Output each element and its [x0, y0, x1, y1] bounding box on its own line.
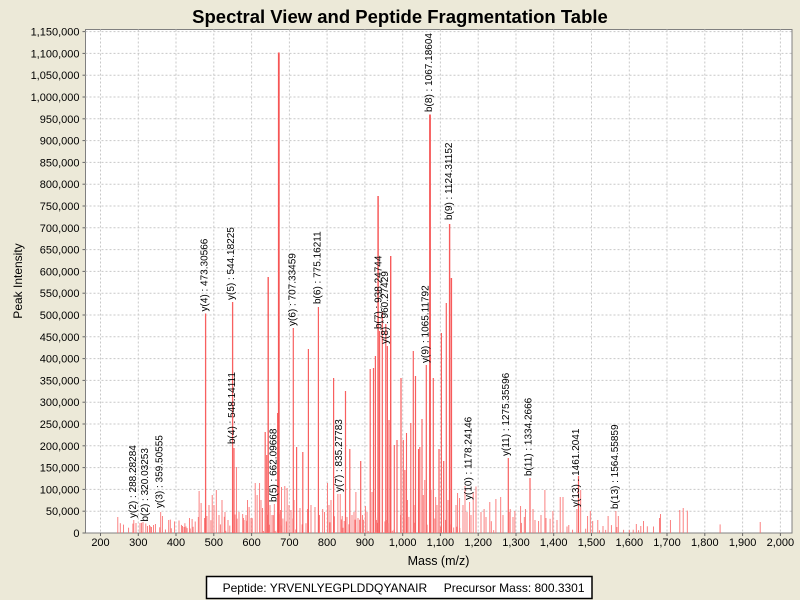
- svg-text:y(8) : 960.27429: y(8) : 960.27429: [380, 271, 391, 344]
- svg-text:y(13) : 1461.2041: y(13) : 1461.2041: [571, 428, 582, 507]
- svg-text:900: 900: [356, 537, 374, 549]
- svg-text:1,800: 1,800: [691, 537, 719, 549]
- svg-text:b(9) : 1124.31152: b(9) : 1124.31152: [444, 142, 455, 220]
- svg-text:b(2) : 320.03253: b(2) : 320.03253: [140, 448, 151, 522]
- svg-text:b(11) : 1334.2666: b(11) : 1334.2666: [524, 397, 535, 476]
- svg-text:200: 200: [91, 537, 109, 549]
- svg-text:y(3) : 359.50555: y(3) : 359.50555: [155, 435, 166, 508]
- svg-text:1,600: 1,600: [616, 537, 644, 549]
- svg-text:400: 400: [167, 537, 185, 549]
- svg-text:1,700: 1,700: [653, 537, 681, 549]
- svg-text:650,000: 650,000: [40, 245, 80, 257]
- svg-text:b(8) : 1067.18604: b(8) : 1067.18604: [424, 33, 435, 112]
- svg-text:y(11) : 1275.35596: y(11) : 1275.35596: [501, 372, 512, 456]
- svg-text:50,000: 50,000: [46, 506, 80, 518]
- svg-text:550,000: 550,000: [40, 288, 80, 300]
- svg-text:1,200: 1,200: [464, 537, 492, 549]
- svg-text:800: 800: [318, 537, 336, 549]
- svg-text:Peak Intensity: Peak Intensity: [11, 243, 25, 318]
- svg-text:250,000: 250,000: [40, 419, 80, 431]
- svg-text:b(7) : 938.24744: b(7) : 938.24744: [374, 255, 385, 329]
- svg-text:700,000: 700,000: [40, 223, 80, 235]
- svg-text:y(2) : 288.28284: y(2) : 288.28284: [128, 445, 139, 518]
- svg-text:600: 600: [242, 537, 260, 549]
- svg-text:b(6) : 775.16211: b(6) : 775.16211: [312, 231, 323, 304]
- svg-text:1,000: 1,000: [389, 537, 417, 549]
- svg-text:600,000: 600,000: [40, 266, 80, 278]
- svg-text:300: 300: [129, 537, 147, 549]
- svg-text:y(10) : 1178.24146: y(10) : 1178.24146: [464, 416, 475, 500]
- svg-text:400,000: 400,000: [40, 354, 80, 366]
- svg-text:200,000: 200,000: [40, 441, 80, 453]
- svg-text:y(5) : 544.18225: y(5) : 544.18225: [226, 227, 237, 300]
- svg-text:1,100: 1,100: [427, 537, 455, 549]
- svg-text:b(13) : 1564.55859: b(13) : 1564.55859: [610, 424, 621, 509]
- svg-text:850,000: 850,000: [40, 157, 80, 169]
- svg-text:450,000: 450,000: [40, 332, 80, 344]
- svg-text:750,000: 750,000: [40, 201, 80, 213]
- svg-text:0: 0: [73, 528, 79, 540]
- svg-text:950,000: 950,000: [40, 114, 80, 126]
- svg-text:150,000: 150,000: [40, 463, 80, 475]
- svg-text:1,900: 1,900: [729, 537, 757, 549]
- svg-text:1,300: 1,300: [502, 537, 530, 549]
- svg-text:y(7) : 835.27783: y(7) : 835.27783: [334, 419, 345, 492]
- svg-text:Peptide: YRVENLYEGPLDDQYANAIR: Peptide: YRVENLYEGPLDDQYANAIR Precursor …: [223, 581, 585, 595]
- svg-text:100,000: 100,000: [40, 484, 80, 496]
- svg-text:1,000,000: 1,000,000: [31, 92, 80, 104]
- svg-text:b(5) : 662.09668: b(5) : 662.09668: [268, 428, 279, 502]
- svg-text:700: 700: [280, 537, 298, 549]
- svg-text:y(9) : 1065.11792: y(9) : 1065.11792: [420, 285, 431, 363]
- svg-text:1,500: 1,500: [578, 537, 606, 549]
- svg-text:2,000: 2,000: [767, 537, 795, 549]
- svg-text:1,400: 1,400: [540, 537, 568, 549]
- svg-text:y(4) : 473.30566: y(4) : 473.30566: [199, 238, 210, 311]
- svg-text:b(4) : 548.14111: b(4) : 548.14111: [227, 372, 238, 444]
- svg-text:350,000: 350,000: [40, 375, 80, 387]
- svg-text:y(6) : 707.33459: y(6) : 707.33459: [287, 253, 298, 326]
- svg-text:1,100,000: 1,100,000: [31, 48, 80, 60]
- svg-text:1,050,000: 1,050,000: [31, 70, 80, 82]
- svg-text:500,000: 500,000: [40, 310, 80, 322]
- svg-text:Spectral View and Peptide Frag: Spectral View and Peptide Fragmentation …: [192, 6, 608, 27]
- svg-text:300,000: 300,000: [40, 397, 80, 409]
- svg-text:500: 500: [205, 537, 223, 549]
- svg-text:900,000: 900,000: [40, 136, 80, 148]
- svg-text:Mass (m/z): Mass (m/z): [408, 554, 470, 568]
- svg-text:1,150,000: 1,150,000: [31, 27, 80, 39]
- svg-text:800,000: 800,000: [40, 179, 80, 191]
